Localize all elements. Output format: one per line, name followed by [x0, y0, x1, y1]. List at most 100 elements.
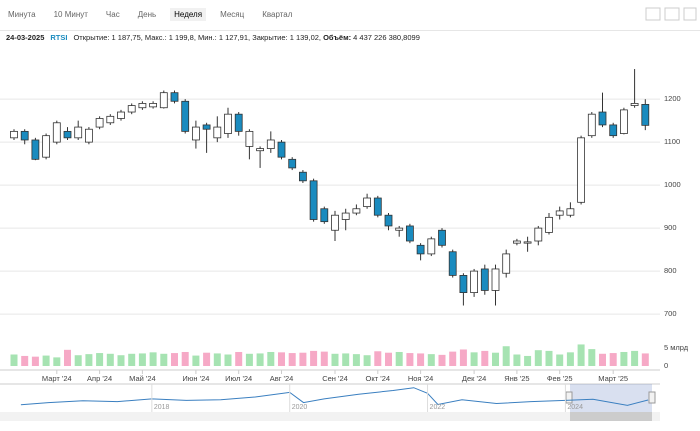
volume-bar: [481, 350, 489, 366]
x-tick-label: Сен '24: [322, 374, 348, 383]
candle-body: [459, 274, 468, 293]
volume-bar: [417, 353, 425, 366]
volume-bar: [609, 353, 617, 366]
volume-tick-label: 0: [664, 361, 668, 370]
candle-body: [566, 208, 575, 216]
tab[interactable]: Квартал: [262, 10, 293, 19]
volume-bar: [395, 351, 403, 366]
x-tick-label: Янв '25: [504, 374, 529, 383]
candle-body: [620, 109, 628, 134]
scrollbar[interactable]: [0, 412, 660, 421]
volume-bar: [53, 357, 61, 366]
candle-body: [534, 227, 543, 242]
tab[interactable]: День: [137, 10, 157, 19]
volume-bar: [502, 346, 510, 366]
open: Открытие: 1 187,75: [73, 33, 141, 42]
tab[interactable]: Месяц: [220, 10, 245, 19]
candle-body: [587, 113, 596, 137]
volume-bar: [524, 355, 532, 366]
ticker: RTSI: [50, 33, 68, 42]
navigator-line: [20, 387, 649, 406]
volume-bar: [160, 353, 168, 366]
volume-bar: [64, 349, 71, 366]
volume-bar: [181, 351, 189, 366]
volume-bar: [106, 353, 114, 366]
candle-body: [577, 137, 585, 203]
volume-bar: [310, 350, 318, 366]
handle[interactable]: [648, 391, 656, 404]
candle-body: [470, 270, 479, 293]
navigator-tick-label: 2022: [430, 404, 446, 411]
candle-body: [245, 130, 254, 147]
candle-body: [74, 126, 83, 139]
x-tick-label: Ноя '24: [408, 374, 434, 383]
candle-body: [266, 139, 275, 149]
volume-bar: [631, 350, 639, 366]
volume-bar: [588, 349, 596, 366]
volume-bar: [192, 355, 200, 366]
scrollbar-thumb[interactable]: [570, 412, 652, 421]
volume-bar: [427, 354, 435, 366]
y-tick-label: 700: [664, 309, 677, 318]
candle-body: [224, 113, 232, 134]
candle-body: [256, 148, 265, 152]
candle-body: [609, 124, 618, 137]
handle[interactable]: [565, 391, 573, 404]
candle-body: [85, 128, 93, 143]
icon[interactable]: [664, 7, 680, 21]
candle-body: [502, 253, 511, 274]
x-tick-label: Авг '24: [270, 374, 294, 383]
x-tick-label: Март '24: [42, 374, 72, 383]
volume-bar: [267, 351, 275, 366]
volume-bar: [117, 355, 125, 366]
volume-tick-label: 5 млрд: [664, 343, 689, 352]
candle-body: [405, 225, 414, 242]
candle-body: [373, 197, 382, 216]
volume-bar: [385, 352, 392, 366]
tab[interactable]: Час: [105, 10, 120, 19]
tab[interactable]: Неделя: [170, 8, 207, 21]
candle-body: [127, 105, 136, 113]
toolbar: Минута 10 Минут Час День Неделя Месяц Квартал: [0, 0, 700, 31]
navigator-tick-label: 2018: [154, 404, 170, 411]
volume-bar: [577, 344, 585, 366]
candle-body: [288, 158, 297, 169]
volume-bar: [438, 354, 446, 366]
tab[interactable]: 10 Минут: [53, 10, 88, 19]
tab[interactable]: Минута: [8, 10, 36, 19]
candle-body: [117, 111, 125, 119]
candle-body: [181, 100, 190, 132]
volume-bar: [10, 354, 18, 366]
high: Макс.: 1 199,8: [144, 33, 194, 42]
volume-bar: [31, 356, 39, 366]
icon[interactable]: [645, 7, 661, 21]
candle-body: [320, 208, 329, 223]
navigator-window[interactable]: [570, 384, 652, 412]
candle-body: [352, 208, 361, 214]
candle-body: [545, 216, 553, 233]
x-tick-label: Июн '24: [182, 374, 209, 383]
x-tick-label: Март '25: [598, 374, 628, 383]
volume-bar: [21, 355, 29, 366]
x-tick-label: Апр '24: [87, 374, 112, 383]
volume-bar: [128, 353, 136, 366]
volume-bar: [374, 351, 382, 366]
candle-body: [277, 141, 286, 158]
volume-bar: [235, 351, 243, 366]
volume-bar: [513, 354, 521, 366]
icon[interactable]: [683, 7, 697, 21]
candle-body: [234, 113, 243, 132]
volume-bar: [96, 353, 104, 366]
y-tick-label: 1100: [664, 137, 680, 146]
candle-body: [213, 126, 222, 139]
volume-bar: [288, 353, 296, 366]
volume-bar: [299, 352, 307, 366]
candle-body: [63, 130, 72, 139]
candle-body: [641, 103, 650, 126]
volume-bar: [641, 353, 649, 366]
volume-bar: [534, 350, 542, 366]
candle-body: [630, 103, 639, 106]
candle-body: [149, 103, 158, 108]
candle-body: [191, 126, 200, 141]
